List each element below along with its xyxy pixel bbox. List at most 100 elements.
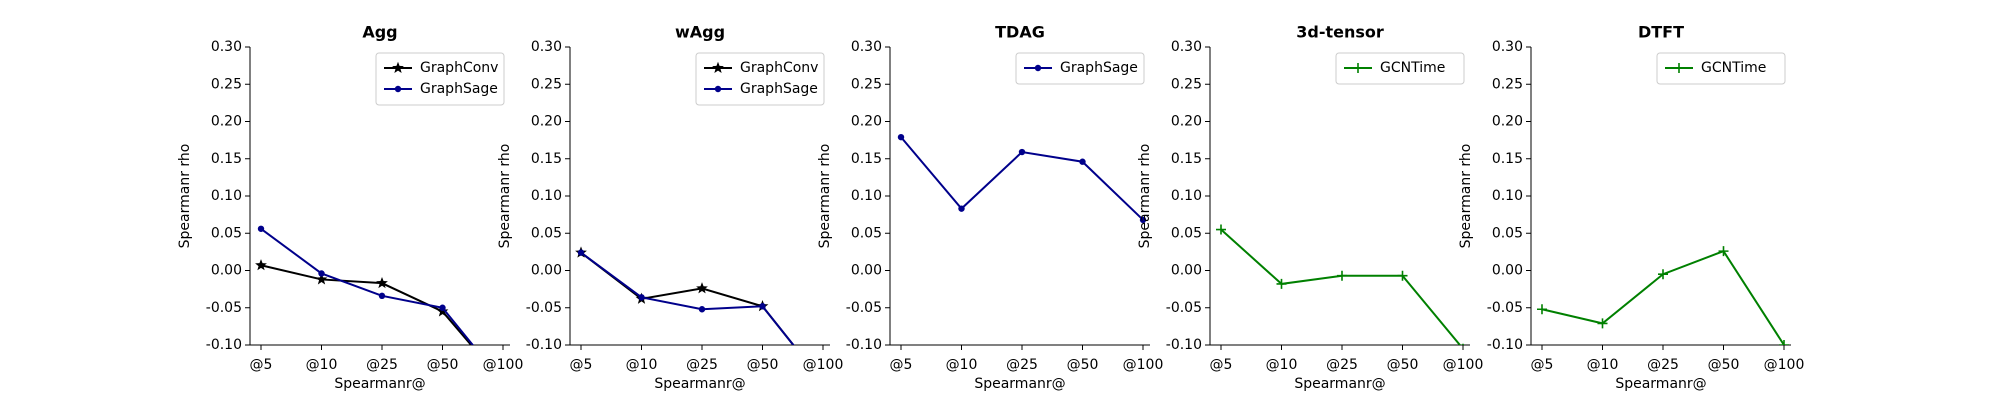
x-tick-label: @10 [1587, 357, 1619, 373]
x-tick-label: @10 [1266, 357, 1298, 373]
y-tick-label: 0.10 [851, 188, 882, 204]
x-tick-label: @25 [366, 357, 398, 373]
y-tick-label: 0.00 [1492, 263, 1523, 279]
y-axis-label: Spearmanr rho [177, 144, 193, 249]
legend: GCNTime [1335, 52, 1465, 85]
y-tick-label: -0.10 [1487, 337, 1523, 353]
y-tick-label: 0.15 [531, 151, 562, 167]
y-axis-label: Spearmanr rho [1458, 144, 1474, 249]
marker [696, 282, 708, 294]
x-tick-label: @50 [1067, 357, 1099, 373]
x-tick-label: @50 [1387, 357, 1419, 373]
y-axis-label: Spearmanr rho [497, 144, 513, 249]
y-tick-label: 0.00 [531, 263, 562, 279]
y-axis-label: Spearmanr rho [1137, 144, 1153, 249]
marker [1079, 158, 1086, 165]
x-tick-label: @100 [1123, 357, 1164, 373]
legend-label: GCNTime [1380, 60, 1445, 76]
y-tick-label: 0.30 [211, 39, 242, 55]
series-line [1541, 249, 1785, 345]
legend-label: GraphConv [740, 60, 818, 76]
legend: GraphConv GraphSage [695, 52, 825, 106]
marker [318, 270, 325, 277]
x-tick-label: @5 [250, 357, 273, 373]
x-tick-label: @50 [427, 357, 459, 373]
legend-label: GraphConv [420, 60, 498, 76]
marker [1216, 224, 1226, 235]
y-tick-label: 0.00 [1171, 263, 1202, 279]
marker [439, 304, 446, 311]
series-line [1220, 228, 1462, 345]
y-tick-label: 0.15 [1492, 151, 1523, 167]
y-tick-label: -0.10 [206, 337, 242, 353]
x-tick-label: @25 [686, 357, 718, 373]
subplot: TDAG -0.10 -0.05 0.00 0.05 0.10 0.15 0.20 0.25 0.… [817, 23, 1163, 393]
y-tick-label: -0.05 [206, 300, 242, 316]
legend-marker [1674, 63, 1684, 73]
x-tick-label: @10 [946, 357, 978, 373]
subplot: wAgg -0.10 -0.05 0.00 0.05 0.10 0.15 0.20 0.25 0.… [497, 23, 843, 393]
marker [698, 306, 706, 313]
y-tick-label: 0.25 [211, 76, 242, 92]
x-tick-label: @25 [1326, 357, 1358, 373]
x-tick-label: @10 [306, 357, 338, 373]
x-tick-label: @5 [1210, 357, 1233, 373]
y-tick-label: 0.25 [1492, 76, 1523, 92]
y-tick-label: -0.05 [1166, 300, 1202, 316]
x-axis-label: Spearmanr@ [1294, 376, 1385, 392]
legend-box [1656, 52, 1786, 85]
y-tick-label: 0.30 [531, 39, 562, 55]
y-tick-label: 0.05 [1492, 225, 1523, 241]
y-tick-label: 0.25 [531, 76, 562, 92]
x-tick-label: @100 [483, 357, 524, 373]
legend: GraphConv GraphSage [375, 52, 505, 106]
legend: GCNTime [1656, 52, 1786, 85]
x-tick-label: @50 [747, 357, 779, 373]
marker [1018, 148, 1026, 156]
legend-label: GraphSage [1060, 60, 1138, 76]
y-tick-label: 0.20 [531, 114, 562, 130]
y-tick-label: 0.25 [851, 76, 882, 92]
marker [500, 379, 506, 385]
y-tick-label: 0.15 [851, 151, 882, 167]
legend-box [1015, 52, 1145, 85]
marker [376, 276, 388, 289]
marker [1276, 278, 1287, 289]
legend-marker [1034, 64, 1042, 72]
y-tick-label: 0.30 [851, 39, 882, 55]
plot-area [575, 246, 826, 385]
y-tick-label: -0.05 [846, 300, 882, 316]
subplot: DTFT -0.10 -0.05 0.00 0.05 0.10 0.15 0.20 0.25 0.… [1458, 23, 1804, 393]
y-tick-label: 0.20 [851, 114, 882, 130]
marker [315, 273, 328, 285]
marker [820, 379, 826, 385]
y-tick-label: 0.20 [211, 114, 242, 130]
x-tick-label: @25 [1647, 357, 1679, 373]
y-tick-label: 0.25 [1171, 76, 1202, 92]
legend-box [695, 52, 825, 106]
marker [255, 259, 267, 271]
marker [1718, 246, 1729, 257]
legend-label: GraphSage [420, 81, 498, 97]
marker [257, 225, 265, 232]
x-tick-label: @100 [1443, 357, 1484, 373]
y-tick-label: 0.15 [211, 151, 242, 167]
y-tick-label: 0.05 [1171, 225, 1202, 241]
subplot-title: wAgg [675, 23, 725, 42]
marker [1658, 269, 1668, 280]
legend-marker [714, 85, 722, 93]
y-tick-label: 0.05 [211, 225, 242, 241]
plot-area [897, 133, 1147, 224]
y-tick-label: 0.10 [1492, 188, 1523, 204]
x-tick-label: @100 [1764, 357, 1805, 373]
y-tick-label: -0.10 [526, 337, 562, 353]
x-axis-label: Spearmanr@ [974, 376, 1065, 392]
y-tick-label: 0.20 [1171, 114, 1202, 130]
marker [577, 249, 585, 256]
subplot-title: Agg [362, 23, 397, 42]
x-tick-label: @10 [626, 357, 658, 373]
marker [1537, 304, 1547, 315]
y-tick-label: 0.20 [1492, 114, 1523, 130]
